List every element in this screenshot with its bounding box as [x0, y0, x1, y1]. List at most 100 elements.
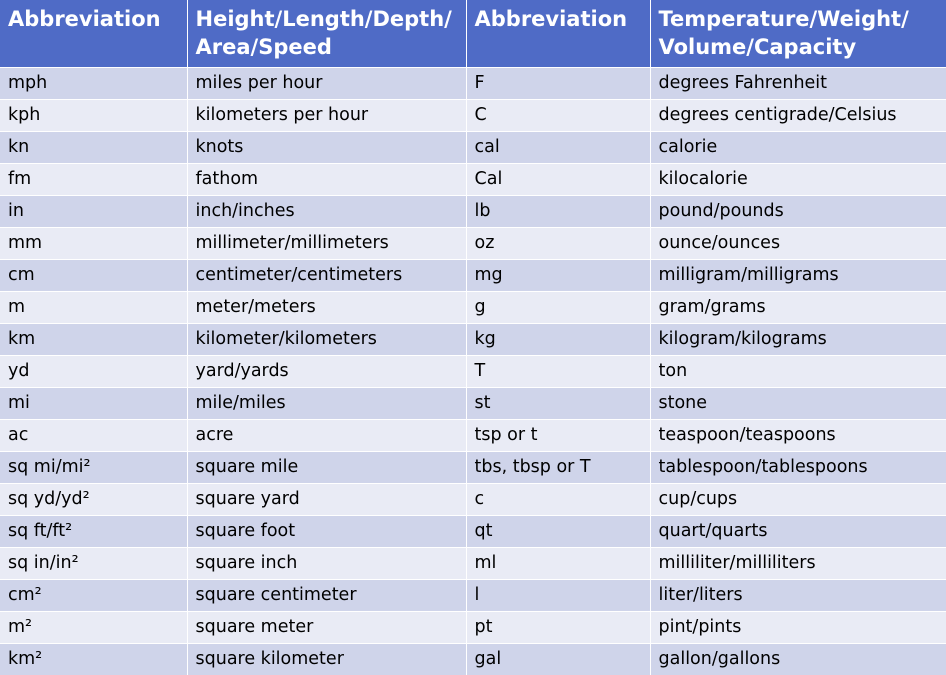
cell-abbreviation-weight: tsp or t [466, 418, 651, 451]
header-abbreviation-2: Abbreviation [466, 0, 651, 67]
cell-description-length: miles per hour [187, 66, 467, 99]
cell-description-length: inch/inches [187, 194, 467, 227]
cell-abbreviation-weight: F [466, 66, 651, 99]
cell-abbreviation-length: m [0, 290, 188, 323]
cell-description-weight: kilocalorie [650, 162, 946, 195]
cell-abbreviation-weight: g [466, 290, 651, 323]
cell-description-length: acre [187, 418, 467, 451]
cell-abbreviation-length: fm [0, 162, 188, 195]
cell-description-length: square inch [187, 546, 467, 579]
cell-abbreviation-length: sq in/in² [0, 546, 188, 579]
header-row: Abbreviation Height/Length/Depth/ Area/S… [0, 0, 946, 67]
cell-abbreviation-weight: oz [466, 226, 651, 259]
cell-abbreviation-length: in [0, 194, 188, 227]
cell-abbreviation-length: sq mi/mi² [0, 450, 188, 483]
header-temperature-weight: Temperature/Weight/ Volume/Capacity [650, 0, 946, 67]
cell-description-weight: milligram/milligrams [650, 258, 946, 291]
cell-description-weight: pound/pounds [650, 194, 946, 227]
cell-description-length: square kilometer [187, 642, 467, 675]
cell-description-length: mile/miles [187, 386, 467, 419]
cell-description-length: millimeter/millimeters [187, 226, 467, 259]
cell-description-weight: ton [650, 354, 946, 387]
header-height-length-line1: Height/Length/Depth/ [195, 7, 452, 31]
cell-abbreviation-weight: pt [466, 610, 651, 643]
cell-abbreviation-length: kph [0, 98, 188, 131]
cell-description-length: knots [187, 130, 467, 163]
table-row: km² square kilometer gal gallon/gallons [0, 642, 946, 675]
cell-abbreviation-length: ac [0, 418, 188, 451]
cell-abbreviation-weight: Cal [466, 162, 651, 195]
cell-description-length: centimeter/centimeters [187, 258, 467, 291]
cell-abbreviation-weight: qt [466, 514, 651, 547]
cell-description-weight: quart/quarts [650, 514, 946, 547]
cell-description-weight: kilogram/kilograms [650, 322, 946, 355]
cell-description-weight: gram/grams [650, 290, 946, 323]
table-row: m² square meter pt pint/pints [0, 610, 946, 643]
cell-description-length: yard/yards [187, 354, 467, 387]
cell-description-weight: pint/pints [650, 610, 946, 643]
table-row: in inch/inches lb pound/pounds [0, 194, 946, 227]
cell-abbreviation-weight: T [466, 354, 651, 387]
cell-abbreviation-length: cm² [0, 578, 188, 611]
cell-description-length: square mile [187, 450, 467, 483]
header-temperature-weight-line2: Volume/Capacity [658, 35, 857, 59]
header-temperature-weight-line1: Temperature/Weight/ [658, 7, 909, 31]
cell-description-weight: ounce/ounces [650, 226, 946, 259]
cell-description-weight: degrees Fahrenheit [650, 66, 946, 99]
cell-abbreviation-length: sq yd/yd² [0, 482, 188, 515]
header-height-length-line2: Area/Speed [195, 35, 332, 59]
cell-abbreviation-weight: lb [466, 194, 651, 227]
table-row: ac acre tsp or t teaspoon/teaspoons [0, 418, 946, 451]
cell-abbreviation-weight: mg [466, 258, 651, 291]
table-row: km kilometer/kilometers kg kilogram/kilogra… [0, 322, 946, 355]
table-row: fm fathom Cal kilocalorie [0, 162, 946, 195]
cell-abbreviation-weight: l [466, 578, 651, 611]
header-height-length: Height/Length/Depth/ Area/Speed [187, 0, 467, 67]
table-row: sq in/in² square inch ml milliliter/millili… [0, 546, 946, 579]
cell-abbreviation-weight: cal [466, 130, 651, 163]
cell-description-weight: milliliter/milliliters [650, 546, 946, 579]
cell-abbreviation-length: km² [0, 642, 188, 675]
cell-abbreviation-length: mm [0, 226, 188, 259]
cell-description-length: meter/meters [187, 290, 467, 323]
cell-abbreviation-weight: gal [466, 642, 651, 675]
table-row: cm² square centimeter l liter/liters [0, 578, 946, 611]
cell-description-length: kilometer/kilometers [187, 322, 467, 355]
cell-description-weight: tablespoon/tablespoons [650, 450, 946, 483]
cell-abbreviation-weight: C [466, 98, 651, 131]
cell-abbreviation-length: mi [0, 386, 188, 419]
cell-abbreviation-weight: c [466, 482, 651, 515]
cell-description-weight: liter/liters [650, 578, 946, 611]
table-row: mi mile/miles st stone [0, 386, 946, 419]
table-header: Abbreviation Height/Length/Depth/ Area/S… [0, 0, 946, 67]
cell-abbreviation-weight: ml [466, 546, 651, 579]
cell-abbreviation-weight: tbs, tbsp or T [466, 450, 651, 483]
cell-description-length: square centimeter [187, 578, 467, 611]
table-row: kn knots cal calorie [0, 130, 946, 163]
cell-abbreviation-length: mph [0, 66, 188, 99]
table-row: cm centimeter/centimeters mg milligram/mill… [0, 258, 946, 291]
cell-description-length: square yard [187, 482, 467, 515]
table-row: m meter/meters g gram/grams [0, 290, 946, 323]
cell-description-length: fathom [187, 162, 467, 195]
cell-description-weight: cup/cups [650, 482, 946, 515]
table-row: sq yd/yd² square yard c cup/cups [0, 482, 946, 515]
cell-description-weight: stone [650, 386, 946, 419]
cell-abbreviation-length: yd [0, 354, 188, 387]
table-row: mm millimeter/millimeters oz ounce/ounces [0, 226, 946, 259]
cell-abbreviation-weight: kg [466, 322, 651, 355]
table-row: sq ft/ft² square foot qt quart/quarts [0, 514, 946, 547]
cell-abbreviation-length: cm [0, 258, 188, 291]
cell-description-weight: gallon/gallons [650, 642, 946, 675]
cell-description-length: square meter [187, 610, 467, 643]
cell-description-weight: calorie [650, 130, 946, 163]
cell-description-length: square foot [187, 514, 467, 547]
cell-abbreviation-length: m² [0, 610, 188, 643]
cell-abbreviation-length: sq ft/ft² [0, 514, 188, 547]
